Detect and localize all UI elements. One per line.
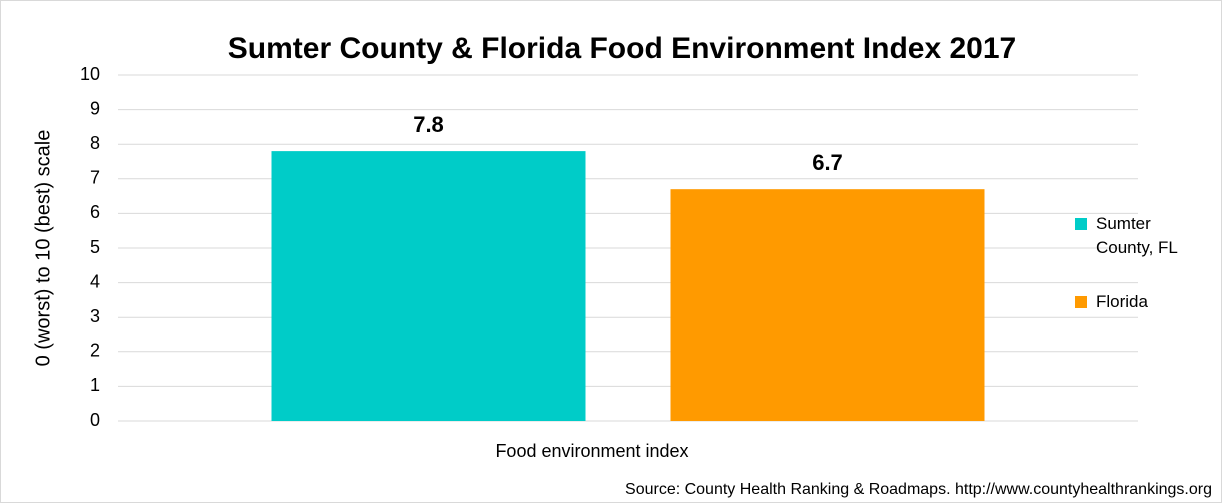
y-tick-label: 9 <box>90 98 100 118</box>
data-label: 7.8 <box>413 112 444 137</box>
bar <box>271 151 586 421</box>
y-tick-label: 0 <box>90 410 100 430</box>
y-tick-label: 1 <box>90 375 100 395</box>
legend-item: Florida <box>1075 290 1186 314</box>
y-tick-label: 10 <box>80 64 100 84</box>
data-label: 6.7 <box>812 150 843 175</box>
y-axis-label: 0 (worst) to 10 (best) scale <box>32 130 54 367</box>
y-tick-label: 7 <box>90 168 100 188</box>
source-note: Source: County Health Ranking & Roadmaps… <box>625 481 1212 498</box>
y-tick-label: 2 <box>90 341 100 361</box>
y-tick-label: 4 <box>90 271 100 291</box>
y-tick-label: 5 <box>90 237 100 257</box>
legend-swatch <box>1075 296 1087 308</box>
y-tick-label: 8 <box>90 133 100 153</box>
chart-title: Sumter County & Florida Food Environment… <box>228 32 1016 65</box>
legend-label: Florida <box>1096 292 1148 311</box>
legend-label: Sumter County, FL <box>1096 214 1178 257</box>
y-tick-label: 3 <box>90 306 100 326</box>
y-tick-label: 6 <box>90 202 100 222</box>
legend-swatch <box>1075 218 1087 230</box>
x-axis-label: Food environment index <box>495 441 688 461</box>
legend-item: Sumter County, FL <box>1075 212 1186 260</box>
bar <box>670 189 985 421</box>
